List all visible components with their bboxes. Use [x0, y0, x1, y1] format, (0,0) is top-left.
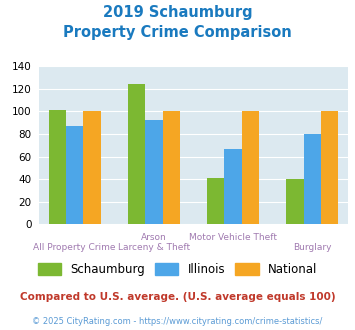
Bar	[83, 111, 101, 224]
Text: © 2025 CityRating.com - https://www.cityrating.com/crime-statistics/: © 2025 CityRating.com - https://www.city…	[32, 317, 323, 326]
Bar	[224, 148, 242, 224]
Text: Property Crime Comparison: Property Crime Comparison	[63, 25, 292, 40]
Bar	[145, 120, 163, 224]
Bar	[304, 134, 321, 224]
Text: Motor Vehicle Theft: Motor Vehicle Theft	[189, 233, 277, 242]
Bar	[207, 178, 224, 224]
Legend: Schaumburg, Illinois, National: Schaumburg, Illinois, National	[33, 258, 322, 281]
Bar	[128, 84, 145, 224]
Bar	[66, 126, 83, 224]
Text: 2019 Schaumburg: 2019 Schaumburg	[103, 5, 252, 20]
Bar	[286, 179, 304, 224]
Bar	[49, 110, 66, 224]
Text: Larceny & Theft: Larceny & Theft	[118, 243, 190, 251]
Text: Burglary: Burglary	[293, 243, 332, 251]
Bar	[163, 111, 180, 224]
Bar	[321, 111, 338, 224]
Bar	[242, 111, 259, 224]
Text: Compared to U.S. average. (U.S. average equals 100): Compared to U.S. average. (U.S. average …	[20, 292, 335, 302]
Text: All Property Crime: All Property Crime	[33, 243, 116, 251]
Text: Arson: Arson	[141, 233, 167, 242]
